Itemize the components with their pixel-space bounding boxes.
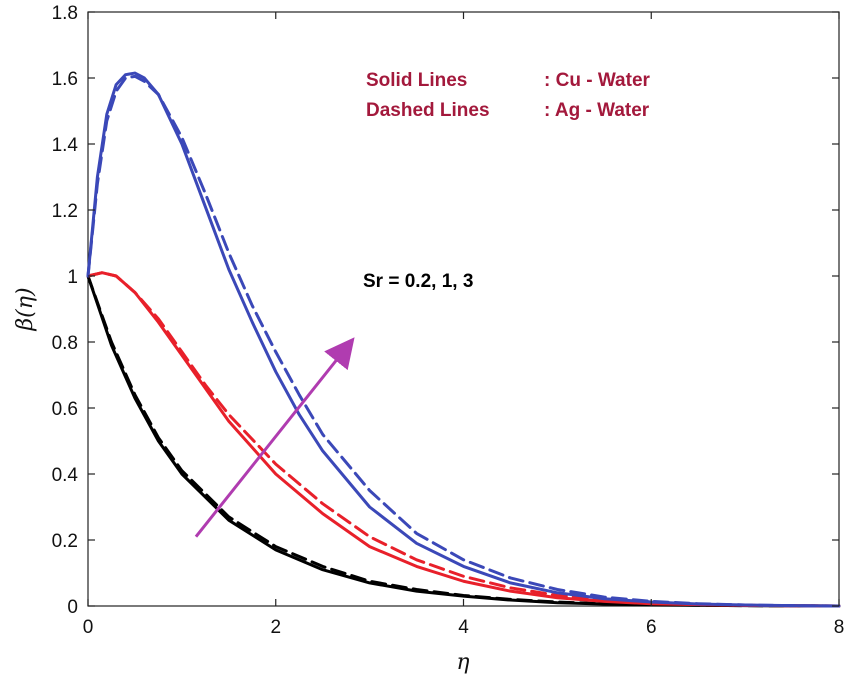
series-layer <box>86 71 841 608</box>
x-tick-label: 2 <box>270 617 281 638</box>
x-tick-label: 8 <box>834 617 845 638</box>
y-tick-label: 1 <box>67 267 78 288</box>
y-tick-label: 1.2 <box>52 201 78 222</box>
y-tick-label: 0 <box>67 597 78 618</box>
y-tick-label: 0.6 <box>52 399 78 420</box>
x-tick-label: 6 <box>646 617 657 638</box>
y-tick-label: 1.6 <box>52 69 78 90</box>
x-tick-label: 4 <box>458 617 469 638</box>
legend-solid-value: : Cu - Water <box>544 70 651 91</box>
legend-dashed-value: : Ag - Water <box>544 100 650 121</box>
y-tick-label: 0.4 <box>52 465 79 486</box>
tick-layer: 0 2 4 6 8 0 0.2 0.4 0.6 0.8 1 1.2 1.4 1.6 1.8 <box>52 3 845 638</box>
y-tick-label: 1.4 <box>52 135 79 156</box>
series-line-5-dashed <box>86 74 841 608</box>
y-tick-label: 0.2 <box>52 531 78 552</box>
legend-dashed-label: Dashed Lines <box>366 100 490 121</box>
y-tick-label: 0.8 <box>52 333 78 354</box>
series-line-2-solid <box>86 271 841 608</box>
series-line-3-dashed <box>86 271 841 608</box>
x-tick-label: 0 <box>83 617 94 638</box>
y-tick-label: 1.8 <box>52 3 78 24</box>
legend-solid-label: Solid Lines <box>366 70 467 91</box>
series-line-0-solid <box>86 274 841 608</box>
y-axis-label: β(η) <box>13 287 38 331</box>
series-line-4-solid <box>86 71 841 608</box>
increasing-sr-arrow <box>194 337 355 538</box>
sr-annotation: Sr = 0.2, 1, 3 <box>363 271 473 292</box>
series-line-1-dashed <box>86 274 841 608</box>
x-axis-label: η <box>456 650 469 675</box>
